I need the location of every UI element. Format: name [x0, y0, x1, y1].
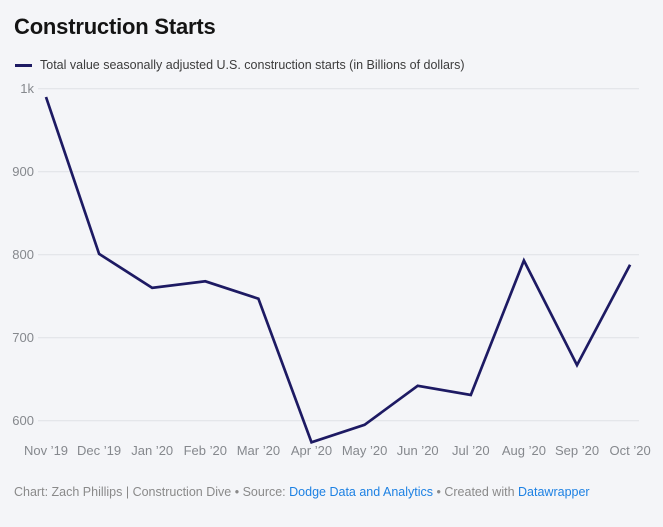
- x-tick-label: Jun ’20: [397, 443, 439, 458]
- chart-title: Construction Starts: [14, 14, 216, 39]
- data-line: [44, 96, 632, 444]
- y-tick-label: 900: [12, 164, 34, 179]
- y-tick-label: 600: [12, 413, 34, 428]
- source-link[interactable]: Dodge Data and Analytics: [289, 485, 433, 499]
- series-color-dash-icon: [15, 63, 32, 67]
- y-tick-label: 700: [12, 330, 34, 345]
- x-tick-label: May ’20: [342, 443, 388, 458]
- x-tick-label: Feb ’20: [184, 443, 227, 458]
- footer-separator: •: [234, 485, 240, 499]
- footer: Chart: Zach Phillips | Construction Dive…: [14, 485, 590, 499]
- datawrapper-link[interactable]: Datawrapper: [518, 485, 590, 499]
- x-tick-label: Apr ’20: [291, 443, 332, 458]
- x-tick-label: Jan ’20: [131, 443, 173, 458]
- x-tick-label: Aug ’20: [502, 443, 546, 458]
- y-tick-label: 1k: [20, 81, 34, 96]
- created-with-label: Created with: [444, 485, 515, 499]
- x-tick-label: Mar ’20: [237, 443, 280, 458]
- legend: Total value seasonally adjusted U.S. con…: [15, 58, 465, 72]
- footer-separator-2: •: [436, 485, 441, 499]
- line-chart: 1k 900 800 700 600 Nov ’19 Dec ’19 Jan ’20 Feb ’…: [12, 81, 651, 458]
- series-label: Total value seasonally adjusted U.S. con…: [40, 58, 465, 72]
- x-tick-label: Dec ’19: [77, 443, 121, 458]
- x-tick-label: Sep ’20: [555, 443, 599, 458]
- x-tick-label: Oct ’20: [610, 443, 651, 458]
- source-label: Source:: [242, 485, 286, 499]
- byline: Chart: Zach Phillips | Construction Dive: [14, 485, 232, 499]
- y-tick-label: 800: [12, 247, 34, 262]
- x-tick-label: Nov ’19: [24, 443, 68, 458]
- x-tick-label: Jul ’20: [452, 443, 490, 458]
